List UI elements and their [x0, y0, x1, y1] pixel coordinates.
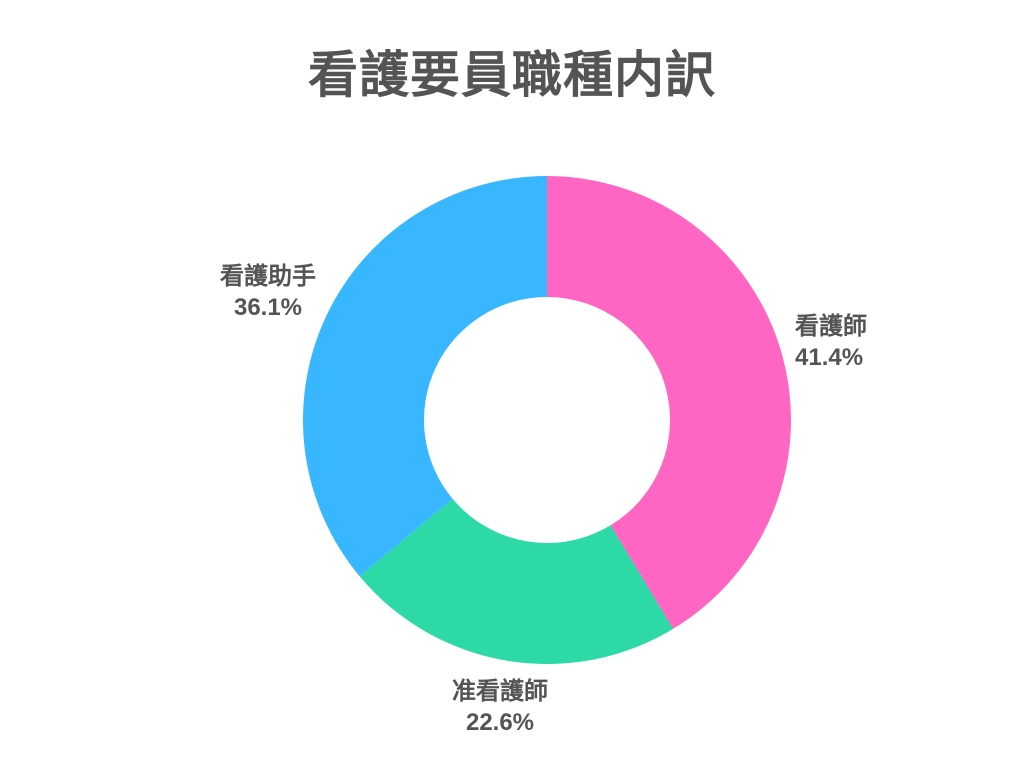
slice-label-category: 看護助手	[220, 263, 316, 290]
slice-label-value: 22.6%	[465, 709, 535, 736]
slice-label-value: 41.4%	[795, 344, 864, 371]
donut-slice-3	[303, 176, 547, 577]
chart-title: 看護要員職種内訳	[308, 46, 716, 103]
slice-label-category: 看護師	[795, 313, 867, 340]
slice-label-nursing-aide: 看護助手 36.1%	[188, 261, 348, 323]
slice-label-assistant-nurse: 准看護師 22.6%	[420, 676, 580, 738]
donut-slice-1	[547, 176, 791, 629]
donut-svg	[303, 176, 791, 664]
donut-chart	[303, 176, 791, 664]
slice-label-value: 36.1%	[233, 294, 303, 321]
slice-label-nurse: 看護師 41.4%	[795, 311, 867, 373]
donut-slice-2	[359, 498, 674, 664]
slice-label-category: 准看護師	[452, 678, 548, 705]
